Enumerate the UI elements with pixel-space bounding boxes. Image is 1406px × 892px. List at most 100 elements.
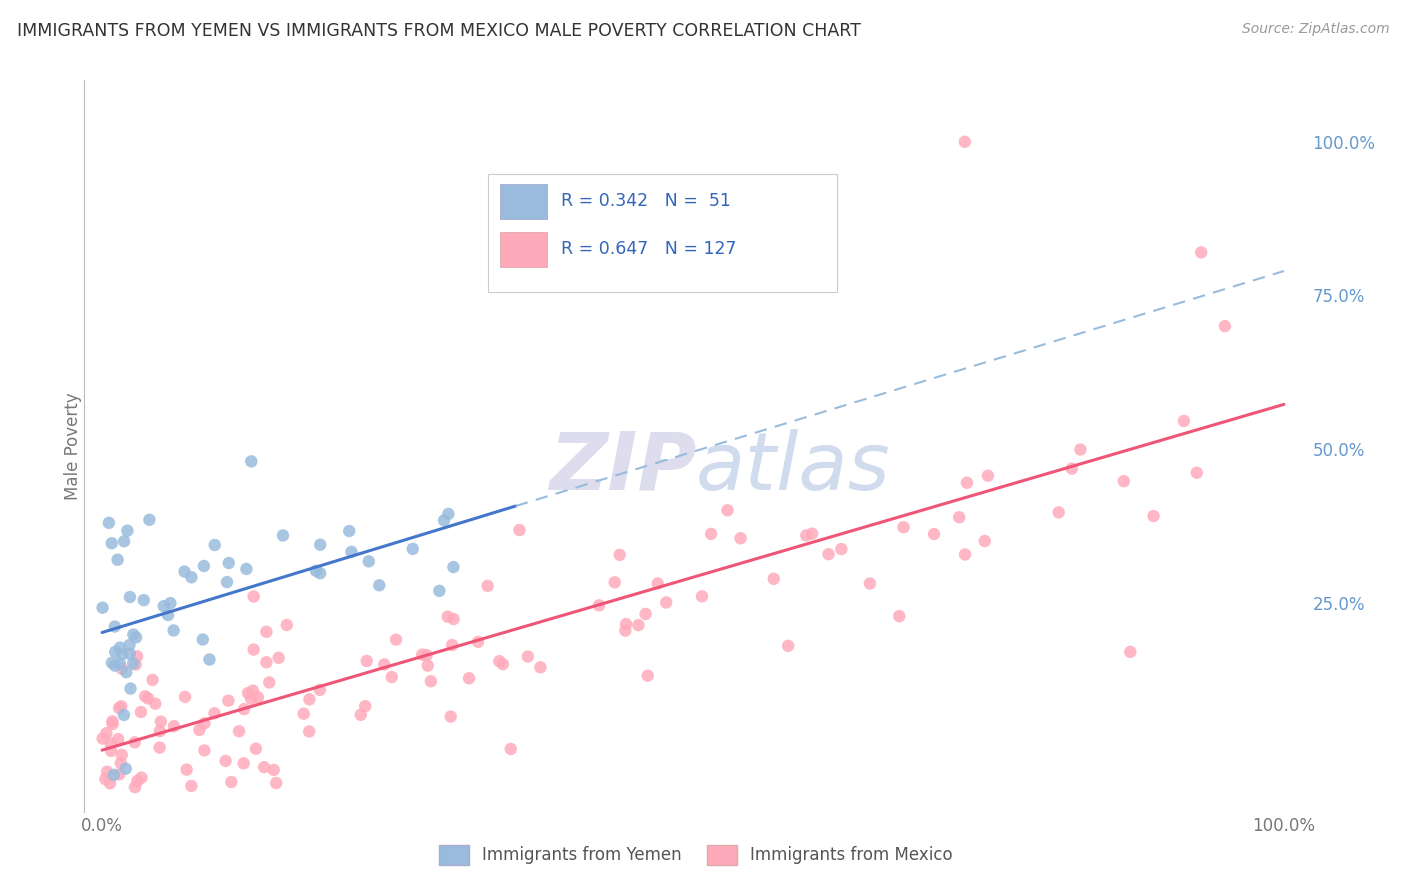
Point: [716, 503, 738, 517]
Point: [122, 657, 145, 671]
Point: [830, 542, 852, 557]
Point: [193, 743, 215, 757]
Point: [162, 624, 184, 638]
Point: [373, 657, 395, 672]
Point: [110, 699, 132, 714]
Point: [117, 524, 139, 538]
Point: [97, 516, 120, 530]
Point: [118, 638, 141, 652]
Point: [488, 654, 510, 668]
Point: [233, 702, 256, 716]
Point: [416, 658, 439, 673]
Point: [427, 583, 450, 598]
Point: [973, 534, 995, 549]
Point: [240, 454, 263, 468]
Point: [1047, 505, 1070, 519]
Point: [235, 562, 257, 576]
Point: [614, 624, 637, 638]
Point: [132, 593, 155, 607]
Point: [443, 612, 465, 626]
Point: [1185, 466, 1208, 480]
Point: [96, 764, 118, 779]
Point: [467, 635, 489, 649]
Point: [98, 776, 121, 790]
Point: [108, 640, 131, 655]
Point: [922, 527, 945, 541]
Point: [191, 632, 214, 647]
Point: [228, 724, 250, 739]
Point: [141, 673, 163, 687]
Point: [1173, 414, 1195, 428]
Point: [440, 709, 463, 723]
Point: [136, 691, 159, 706]
Point: [309, 538, 332, 552]
Point: [163, 719, 186, 733]
Point: [149, 740, 172, 755]
Point: [271, 528, 294, 542]
Point: [138, 513, 160, 527]
Point: [104, 645, 127, 659]
Point: [889, 609, 911, 624]
Point: [402, 541, 425, 556]
Point: [101, 717, 124, 731]
Point: [292, 706, 315, 721]
Point: [134, 690, 156, 704]
Point: [100, 536, 122, 550]
Text: R = 0.647   N = 127: R = 0.647 N = 127: [561, 240, 737, 258]
Point: [143, 697, 166, 711]
Point: [794, 528, 817, 542]
Point: [125, 630, 148, 644]
Point: [107, 732, 129, 747]
Point: [433, 513, 456, 527]
Point: [458, 671, 481, 685]
Point: [236, 686, 259, 700]
Point: [655, 595, 678, 609]
Point: [124, 735, 146, 749]
Point: [173, 565, 195, 579]
Point: [159, 596, 181, 610]
Point: [437, 507, 460, 521]
Text: IMMIGRANTS FROM YEMEN VS IMMIGRANTS FROM MEXICO MALE POVERTY CORRELATION CHART: IMMIGRANTS FROM YEMEN VS IMMIGRANTS FROM…: [17, 22, 860, 40]
Text: atlas: atlas: [696, 429, 891, 507]
Point: [180, 779, 202, 793]
Point: [242, 642, 264, 657]
Point: [634, 607, 657, 621]
Point: [111, 662, 134, 676]
FancyBboxPatch shape: [501, 184, 547, 219]
Point: [254, 624, 277, 639]
Point: [368, 578, 391, 592]
Point: [259, 675, 281, 690]
Point: [381, 670, 404, 684]
Point: [221, 775, 243, 789]
Point: [101, 714, 124, 729]
FancyBboxPatch shape: [488, 174, 837, 293]
Point: [91, 600, 114, 615]
Point: [152, 599, 174, 614]
Point: [1189, 245, 1212, 260]
Point: [948, 510, 970, 524]
Point: [357, 554, 380, 568]
Point: [859, 576, 882, 591]
Point: [1069, 442, 1091, 457]
Point: [131, 771, 153, 785]
Y-axis label: Male Poverty: Male Poverty: [65, 392, 82, 500]
Point: [264, 776, 287, 790]
Point: [94, 772, 117, 786]
Point: [350, 707, 373, 722]
Point: [1119, 645, 1142, 659]
Point: [100, 744, 122, 758]
Point: [627, 618, 650, 632]
Point: [817, 547, 839, 561]
Point: [492, 657, 515, 672]
Point: [100, 737, 122, 751]
Point: [217, 694, 239, 708]
Point: [309, 566, 332, 581]
Point: [107, 552, 129, 566]
Point: [411, 648, 433, 662]
Point: [188, 723, 211, 737]
Point: [893, 520, 915, 534]
Point: [419, 674, 441, 689]
Point: [1112, 474, 1135, 488]
Point: [356, 654, 378, 668]
Point: [953, 548, 976, 562]
